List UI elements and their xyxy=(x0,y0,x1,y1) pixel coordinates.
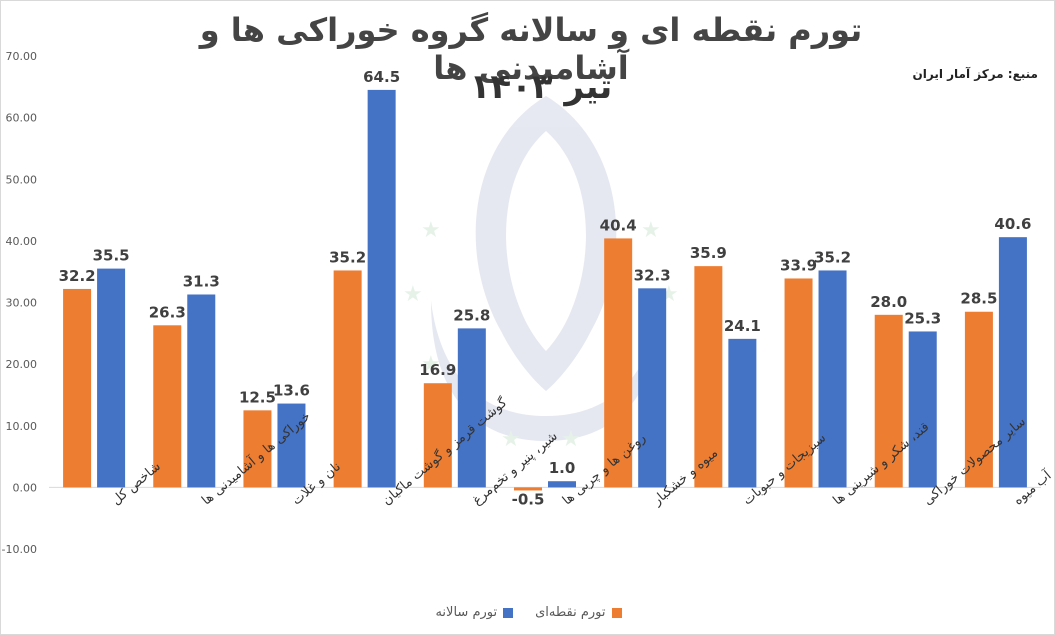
data-label: 28.0 xyxy=(870,293,907,311)
data-label: 35.9 xyxy=(690,244,727,262)
legend-label-point: تورم نقطه‌ای xyxy=(535,605,606,620)
bar-annual-6 xyxy=(638,288,667,488)
bar-annual-9 xyxy=(908,331,937,488)
legend-item-point: تورم نقطه‌ای xyxy=(535,605,622,620)
y-tick-label: -10.00 xyxy=(2,543,37,556)
bar-point-0 xyxy=(63,288,92,488)
bar-annual-7 xyxy=(728,338,757,488)
data-label: 31.3 xyxy=(183,272,220,290)
data-label: 16.9 xyxy=(419,361,456,379)
bars-group xyxy=(63,89,1027,491)
legend-item-annual: تورم سالانه xyxy=(435,605,514,620)
y-tick-label: 50.00 xyxy=(6,173,38,186)
data-label: 40.6 xyxy=(994,215,1031,233)
data-label: 33.9 xyxy=(780,256,817,274)
bar-point-6 xyxy=(604,238,633,488)
bar-annual-4 xyxy=(457,328,486,488)
y-tick-label: 10.00 xyxy=(6,420,38,433)
y-tick-label: 30.00 xyxy=(6,297,38,310)
data-label: 35.5 xyxy=(93,247,130,265)
y-axis: -10.00 0.00 10.00 20.00 30.00 40.00 50.00 60.00… xyxy=(2,50,37,556)
data-label: 32.2 xyxy=(59,267,96,285)
watermark-logo: ★ ★ ★ ★ ★ ★ ★ ★ ★ ★ xyxy=(403,96,679,452)
data-label: 35.2 xyxy=(814,248,851,266)
chart-title: تورم نقطه ای و سالانه گروه خوراکی ها و آ… xyxy=(199,11,863,87)
legend: تورم سالانه تورم نقطه‌ای xyxy=(1,605,1055,620)
svg-text:★: ★ xyxy=(421,352,441,377)
legend-swatch-point xyxy=(611,607,622,618)
svg-text:★: ★ xyxy=(561,427,581,452)
svg-text:★: ★ xyxy=(403,282,423,307)
bar-point-2 xyxy=(243,410,272,488)
bar-point-4 xyxy=(423,383,452,488)
data-label: 24.1 xyxy=(724,317,761,335)
y-tick-label: 20.00 xyxy=(6,358,38,371)
bar-point-5 xyxy=(514,487,542,491)
bar-point-1 xyxy=(153,325,182,488)
svg-text:★: ★ xyxy=(641,218,661,243)
bar-annual-0 xyxy=(97,268,126,488)
bar-annual-10 xyxy=(998,237,1027,488)
data-label: 13.6 xyxy=(273,382,310,400)
data-label: 12.5 xyxy=(239,388,276,406)
bar-point-10 xyxy=(964,311,993,488)
data-label: 26.3 xyxy=(149,303,186,321)
y-tick-label: 60.00 xyxy=(6,112,38,125)
legend-swatch-annual xyxy=(503,607,514,618)
legend-label-annual: تورم سالانه xyxy=(435,605,498,620)
data-label: 28.5 xyxy=(960,290,997,308)
bar-annual-1 xyxy=(187,294,216,488)
data-label: 25.8 xyxy=(453,306,490,324)
y-tick-label: 70.00 xyxy=(6,50,38,63)
bar-annual-5 xyxy=(548,481,576,488)
y-tick-label: 40.00 xyxy=(6,235,38,248)
bar-annual-3 xyxy=(367,89,396,488)
y-tick-label: 0.00 xyxy=(13,481,38,494)
bar-point-9 xyxy=(874,314,903,488)
data-label: 1.0 xyxy=(549,459,576,477)
source-note: منبع: مرکز آمار ایران xyxy=(912,67,1039,81)
data-label: 64.5 xyxy=(363,68,400,86)
data-label: -0.5 xyxy=(512,490,545,508)
chart-subtitle: تیر ۱۴۰۳ xyxy=(469,67,613,107)
bar-point-8 xyxy=(784,278,813,488)
data-labels-group: 32.2 35.5 26.3 31.3 12.513.6 35.2 64.5 16.9 25.8… xyxy=(59,68,1032,509)
bar-point-3 xyxy=(333,270,362,488)
bar-annual-2 xyxy=(277,403,306,488)
bar-point-7 xyxy=(694,266,723,488)
data-label: 25.3 xyxy=(904,309,941,327)
bar-annual-8 xyxy=(818,270,847,488)
svg-text:★: ★ xyxy=(421,218,441,243)
data-label: 32.3 xyxy=(634,266,671,284)
data-label: 35.2 xyxy=(329,248,366,266)
data-label: 40.4 xyxy=(600,216,637,234)
svg-text:★: ★ xyxy=(501,427,521,452)
